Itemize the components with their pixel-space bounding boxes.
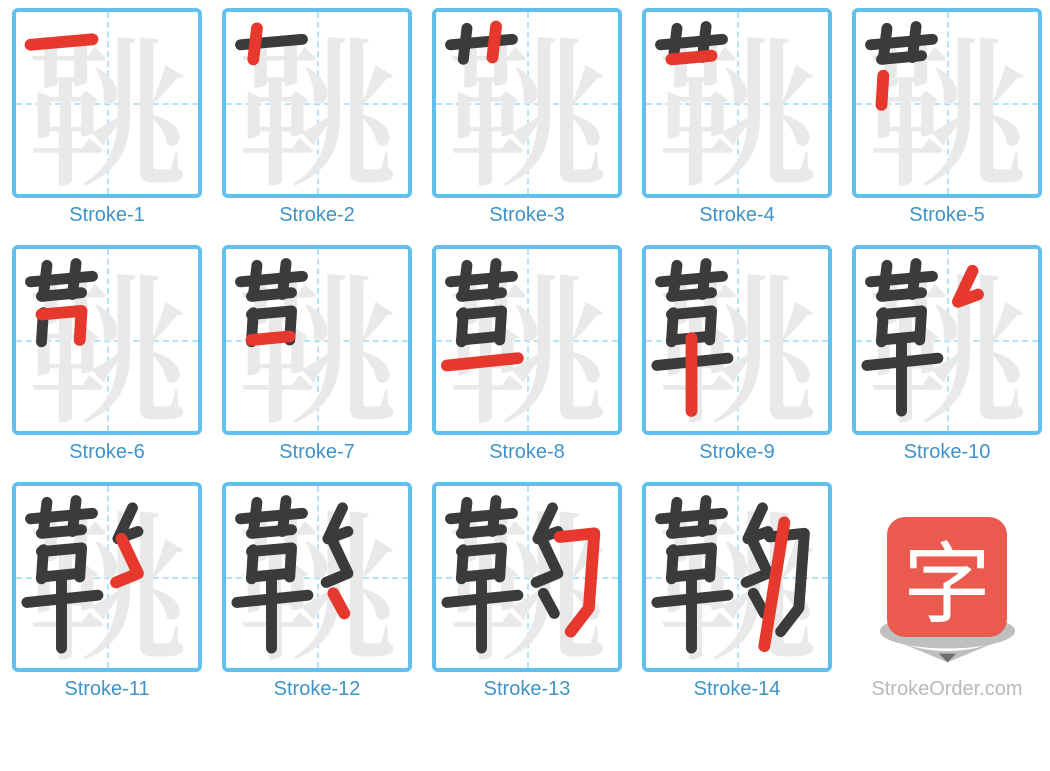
stroke-caption: Stroke-7 — [279, 441, 355, 464]
stroke-tile: 鞉 — [642, 245, 832, 435]
stroke-cell: 鞉 Stroke-13 — [428, 482, 626, 701]
stroke-layer — [226, 486, 408, 668]
stroke-caption: Stroke-11 — [64, 678, 149, 701]
stroke-caption: Stroke-12 — [274, 678, 361, 701]
stroke-layer — [16, 12, 198, 194]
stroke-cell: 鞉 Stroke-1 — [8, 8, 206, 227]
stroke-caption: Stroke-8 — [489, 441, 565, 464]
watermark-text: StrokeOrder.com — [871, 678, 1022, 701]
stroke-layer — [16, 486, 198, 668]
stroke-cell: 鞉 Stroke-7 — [218, 245, 416, 464]
stroke-tile: 鞉 — [642, 482, 832, 672]
stroke-caption: Stroke-1 — [69, 204, 145, 227]
stroke-tile: 鞉 — [222, 245, 412, 435]
stroke-layer — [16, 249, 198, 431]
stroke-tile: 鞉 — [222, 482, 412, 672]
stroke-tile: 鞉 — [12, 482, 202, 672]
stroke-layer — [856, 12, 1038, 194]
stroke-layer — [436, 12, 618, 194]
stroke-cell: 鞉 Stroke-2 — [218, 8, 416, 227]
stroke-layer — [646, 249, 828, 431]
stroke-tile: 鞉 — [12, 8, 202, 198]
stroke-caption: Stroke-5 — [909, 204, 985, 227]
stroke-layer — [226, 249, 408, 431]
stroke-tile: 鞉 — [432, 8, 622, 198]
stroke-cell: 鞉 Stroke-8 — [428, 245, 626, 464]
stroke-layer — [436, 486, 618, 668]
stroke-cell: 鞉 Stroke-14 — [638, 482, 836, 701]
stroke-cell: 鞉 Stroke-9 — [638, 245, 836, 464]
stroke-cell: 鞉 Stroke-5 — [848, 8, 1046, 227]
logo-tile: 字 — [852, 482, 1042, 672]
stroke-caption: Stroke-14 — [694, 678, 781, 701]
stroke-cell: 鞉 Stroke-3 — [428, 8, 626, 227]
stroke-caption: Stroke-2 — [279, 204, 355, 227]
logo-cell: 字 StrokeOrder.com — [848, 482, 1046, 701]
stroke-tile: 鞉 — [12, 245, 202, 435]
stroke-cell: 鞉 Stroke-12 — [218, 482, 416, 701]
stroke-cell: 鞉 Stroke-6 — [8, 245, 206, 464]
stroke-caption: Stroke-6 — [69, 441, 145, 464]
stroke-caption: Stroke-13 — [484, 678, 571, 701]
stroke-layer — [646, 12, 828, 194]
stroke-grid: 鞉 Stroke-1 鞉 Stroke-2 鞉 Stroke-3 鞉 Stroke-4 鞉 Str… — [8, 8, 1042, 701]
stroke-caption: Stroke-3 — [489, 204, 565, 227]
logo-square: 字 — [887, 517, 1007, 637]
stroke-tile: 鞉 — [852, 245, 1042, 435]
stroke-tile: 鞉 — [852, 8, 1042, 198]
stroke-tile: 鞉 — [642, 8, 832, 198]
stroke-caption: Stroke-10 — [904, 441, 991, 464]
stroke-cell: 鞉 Stroke-11 — [8, 482, 206, 701]
stroke-caption: Stroke-4 — [699, 204, 775, 227]
stroke-cell: 鞉 Stroke-4 — [638, 8, 836, 227]
stroke-layer — [436, 249, 618, 431]
stroke-tile: 鞉 — [432, 245, 622, 435]
stroke-layer — [226, 12, 408, 194]
stroke-caption: Stroke-9 — [699, 441, 775, 464]
stroke-tile: 鞉 — [432, 482, 622, 672]
stroke-layer — [856, 249, 1038, 431]
stroke-tile: 鞉 — [222, 8, 412, 198]
stroke-cell: 鞉 Stroke-10 — [848, 245, 1046, 464]
stroke-layer — [646, 486, 828, 668]
